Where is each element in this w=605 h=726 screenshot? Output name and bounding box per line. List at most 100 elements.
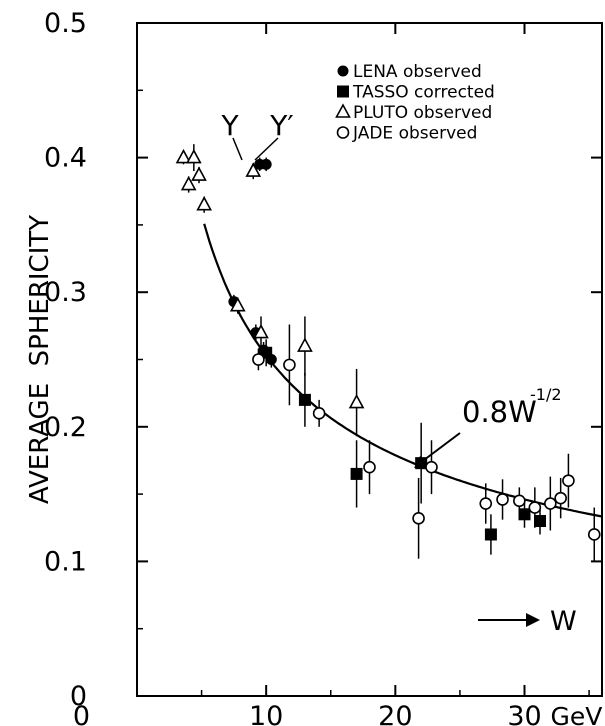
marker-open-circle: [336, 126, 350, 139]
data-point: [363, 460, 376, 474]
curve-label: 0.8W: [462, 395, 537, 429]
marker-open-circle: [554, 491, 567, 505]
series-1: [260, 339, 546, 555]
marker-filled-square: [518, 508, 531, 521]
y-tick-label: 0.5: [44, 8, 87, 39]
y-tick-label: 0.1: [44, 546, 87, 577]
data-point: [544, 497, 557, 510]
data-point: [348, 393, 365, 409]
marker-open-circle: [363, 460, 376, 474]
annotations: Υ Υ′ 0.8W-1/2 W: [220, 109, 576, 637]
points-layer: [175, 144, 601, 562]
x-tick-label: 30: [507, 701, 541, 726]
marker-open-circle: [544, 497, 557, 510]
marker-open-triangle: [253, 323, 269, 339]
marker-open-triangle: [185, 148, 202, 164]
y-tick-label: 0.4: [44, 143, 87, 174]
marker-open-circle: [528, 501, 542, 514]
curve-layer: [203, 223, 603, 518]
data-point: [496, 493, 509, 506]
legend-label: TASSO corrected: [352, 83, 495, 103]
marker-filled-square: [350, 467, 363, 480]
legend-label: LENA observed: [353, 62, 482, 82]
data-point: [196, 196, 213, 211]
data-point: [528, 501, 542, 514]
data-point: [175, 148, 192, 164]
fit-curve: [203, 223, 603, 518]
data-point: [534, 515, 546, 528]
data-point: [350, 467, 363, 480]
data-point: [298, 393, 311, 406]
y-axis-label: AVERAGE SPHERICITY: [25, 215, 55, 504]
data-point: [554, 491, 567, 505]
marker-open-circle: [562, 474, 575, 487]
marker-open-triangle: [196, 196, 213, 211]
y-tick-label: 0.2: [44, 412, 87, 443]
curve-pointer-head: [414, 456, 426, 468]
legend-marker: [337, 65, 349, 77]
upsilon-pointer: [232, 137, 243, 161]
data-point: [229, 296, 246, 312]
x-tick-label: 10: [249, 701, 283, 726]
marker-open-circle: [587, 528, 601, 541]
data-point: [253, 323, 269, 339]
data-point: [425, 460, 438, 474]
y-tick-label: 0.3: [44, 277, 87, 308]
data-point: [412, 512, 425, 525]
marker-filled-square: [484, 528, 497, 541]
legend-label: JADE observed: [352, 124, 477, 144]
axes: 0 0.1 0.2 0.3 0.4 0.5 10 20 30 0 GeV AVERAGE SPHERI…: [25, 8, 603, 726]
data-point: [297, 337, 313, 352]
marker-open-circle: [479, 497, 493, 510]
marker-open-circle: [312, 407, 326, 420]
marker-filled-circle: [260, 158, 272, 170]
upsilon-prime-pointer: [254, 137, 279, 161]
data-point: [191, 166, 207, 181]
curve-label-exponent: -1/2: [530, 385, 562, 404]
marker-open-triangle: [175, 148, 192, 164]
marker-open-triangle: [180, 175, 197, 191]
marker-open-circle: [283, 358, 296, 372]
y-tick-label: 0: [70, 681, 87, 712]
data-point: [518, 508, 531, 521]
marker-filled-square: [298, 393, 311, 406]
legend-marker: [335, 103, 351, 118]
w-arrow-head: [526, 613, 540, 627]
marker-filled-square: [337, 85, 349, 98]
marker-open-triangle: [245, 162, 262, 177]
upsilon-prime-label: Υ′: [269, 109, 293, 142]
marker-open-triangle: [191, 166, 207, 181]
x-origin-label: 0: [73, 701, 90, 726]
marker-filled-square: [534, 515, 546, 528]
data-point: [252, 353, 265, 366]
data-point: [513, 494, 526, 508]
marker-open-triangle: [229, 296, 246, 312]
marker-open-circle: [513, 494, 526, 508]
data-point: [245, 162, 262, 177]
marker-open-circle: [252, 353, 265, 366]
data-point: [484, 528, 497, 541]
series-2: [175, 144, 365, 437]
marker-filled-circle: [337, 65, 349, 77]
x-unit-label: GeV: [551, 702, 603, 726]
upsilon-label: Υ: [220, 109, 239, 142]
marker-open-triangle: [297, 337, 313, 352]
marker-open-circle: [412, 512, 425, 525]
data-point: [283, 358, 296, 372]
legend-marker: [336, 126, 350, 139]
legend-marker: [337, 85, 349, 98]
legend-label: PLUTO observed: [353, 103, 492, 123]
data-point: [562, 474, 575, 487]
marker-open-circle: [496, 493, 509, 506]
series-3: [252, 324, 601, 562]
x-tick-label: 20: [378, 701, 412, 726]
w-arrow-label: W: [550, 606, 577, 637]
marker-open-circle: [425, 460, 438, 474]
marker-open-triangle: [335, 103, 351, 118]
data-point: [479, 497, 493, 510]
series-0: [228, 157, 277, 368]
data-point: [312, 407, 326, 420]
data-point: [185, 148, 202, 164]
